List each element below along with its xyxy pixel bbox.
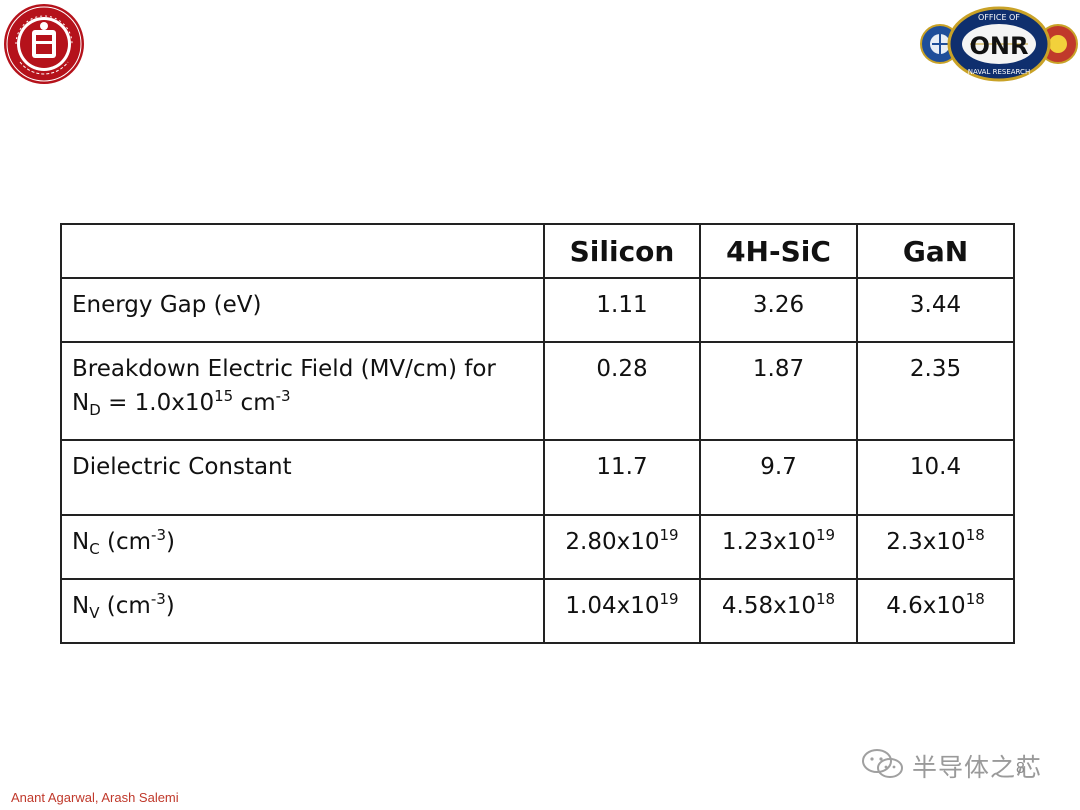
cell-value: 1.23x1019 bbox=[699, 514, 858, 580]
label-text: ) bbox=[166, 529, 175, 555]
label-text: = 1.0x10 bbox=[100, 390, 215, 416]
label-text: Breakdown Electric Field (MV/cm) for bbox=[72, 356, 496, 382]
cell-value: 0.28 bbox=[543, 341, 701, 441]
value-exponent: 18 bbox=[965, 590, 985, 608]
label-text: ) bbox=[165, 593, 175, 619]
value-exponent: 19 bbox=[816, 526, 836, 544]
cell-value: 2.80x1019 bbox=[543, 514, 701, 580]
value-exponent: 19 bbox=[659, 590, 679, 608]
label-text: (cm bbox=[99, 593, 151, 619]
cell-value: 10.4 bbox=[856, 439, 1015, 516]
label-superscript: -3 bbox=[275, 387, 291, 405]
cell-value: 3.26 bbox=[699, 277, 858, 343]
cell-value: 4.6x1018 bbox=[856, 578, 1015, 644]
header-silicon: Silicon bbox=[543, 223, 701, 279]
cell-value: 1.87 bbox=[699, 341, 858, 441]
svg-text:NAVAL RESEARCH: NAVAL RESEARCH bbox=[968, 68, 1030, 76]
table-row: Energy Gap (eV) 1.11 3.26 3.44 bbox=[60, 277, 1015, 343]
cell-value: 1.11 bbox=[543, 277, 701, 343]
author-credit: Anant Agarwal, Arash Salemi bbox=[11, 790, 179, 805]
label-text: N bbox=[72, 529, 90, 555]
table-row: Breakdown Electric Field (MV/cm) for ND =… bbox=[60, 341, 1015, 441]
header-gan: GaN bbox=[856, 223, 1015, 279]
header-4h-sic: 4H-SiC bbox=[699, 223, 858, 279]
value-exponent: 19 bbox=[659, 526, 679, 544]
label-subscript: D bbox=[89, 401, 101, 419]
label-text: cm bbox=[233, 390, 276, 416]
row-label-energy-gap: Energy Gap (eV) bbox=[60, 277, 545, 343]
cell-value: 2.35 bbox=[856, 341, 1015, 441]
row-label-nc: NC (cm-3) bbox=[60, 514, 545, 580]
header-empty bbox=[60, 223, 545, 279]
cell-value: 9.7 bbox=[699, 439, 858, 516]
cell-value: 2.3x1018 bbox=[856, 514, 1015, 580]
value-base: 4.6x10 bbox=[886, 593, 966, 619]
value-base: 2.80x10 bbox=[565, 529, 660, 555]
label-subscript: C bbox=[89, 540, 100, 558]
page-number: 8 bbox=[1016, 760, 1025, 777]
table-row: NV (cm-3) 1.04x1019 4.58x1018 4.6x1018 bbox=[60, 578, 1015, 644]
ohio-state-seal-icon bbox=[4, 4, 84, 84]
cell-value: 4.58x1018 bbox=[699, 578, 858, 644]
value-base: 1.04x10 bbox=[565, 593, 660, 619]
table-row: NC (cm-3) 2.80x1019 1.23x1019 2.3x1018 bbox=[60, 514, 1015, 580]
label-subscript: V bbox=[89, 604, 100, 622]
row-label-dielectric-constant: Dielectric Constant bbox=[60, 439, 545, 516]
label-superscript: -3 bbox=[150, 590, 166, 608]
label-text: N bbox=[72, 390, 90, 416]
svg-text:OFFICE OF: OFFICE OF bbox=[978, 13, 1020, 22]
label-text: N bbox=[72, 593, 90, 619]
onr-logo-icon: ONR OFFICE OF NAVAL RESEARCH bbox=[920, 6, 1078, 82]
svg-text:ONR: ONR bbox=[970, 32, 1029, 60]
cell-value: 1.04x1019 bbox=[543, 578, 701, 644]
row-label-nv: NV (cm-3) bbox=[60, 578, 545, 644]
watermark-text: 半导体之芯 bbox=[912, 753, 1043, 782]
cell-value: 3.44 bbox=[856, 277, 1015, 343]
row-label-breakdown-field: Breakdown Electric Field (MV/cm) for ND =… bbox=[60, 341, 545, 441]
label-superscript: 15 bbox=[214, 387, 234, 405]
table-row: Dielectric Constant 11.7 9.7 10.4 bbox=[60, 439, 1015, 516]
label-text: (cm bbox=[99, 529, 152, 555]
value-base: 1.23x10 bbox=[721, 529, 816, 555]
material-properties-table: Silicon 4H-SiC GaN Energy Gap (eV) 1.11 … bbox=[60, 223, 1015, 644]
value-exponent: 18 bbox=[965, 526, 985, 544]
wechat-icon bbox=[862, 749, 903, 778]
value-exponent: 18 bbox=[816, 590, 836, 608]
cell-value: 11.7 bbox=[543, 439, 701, 516]
value-base: 4.58x10 bbox=[721, 593, 816, 619]
table-header-row: Silicon 4H-SiC GaN bbox=[60, 223, 1015, 279]
watermark: 半导体之芯 bbox=[856, 744, 1056, 784]
value-base: 2.3x10 bbox=[886, 529, 966, 555]
label-superscript: -3 bbox=[151, 526, 167, 544]
